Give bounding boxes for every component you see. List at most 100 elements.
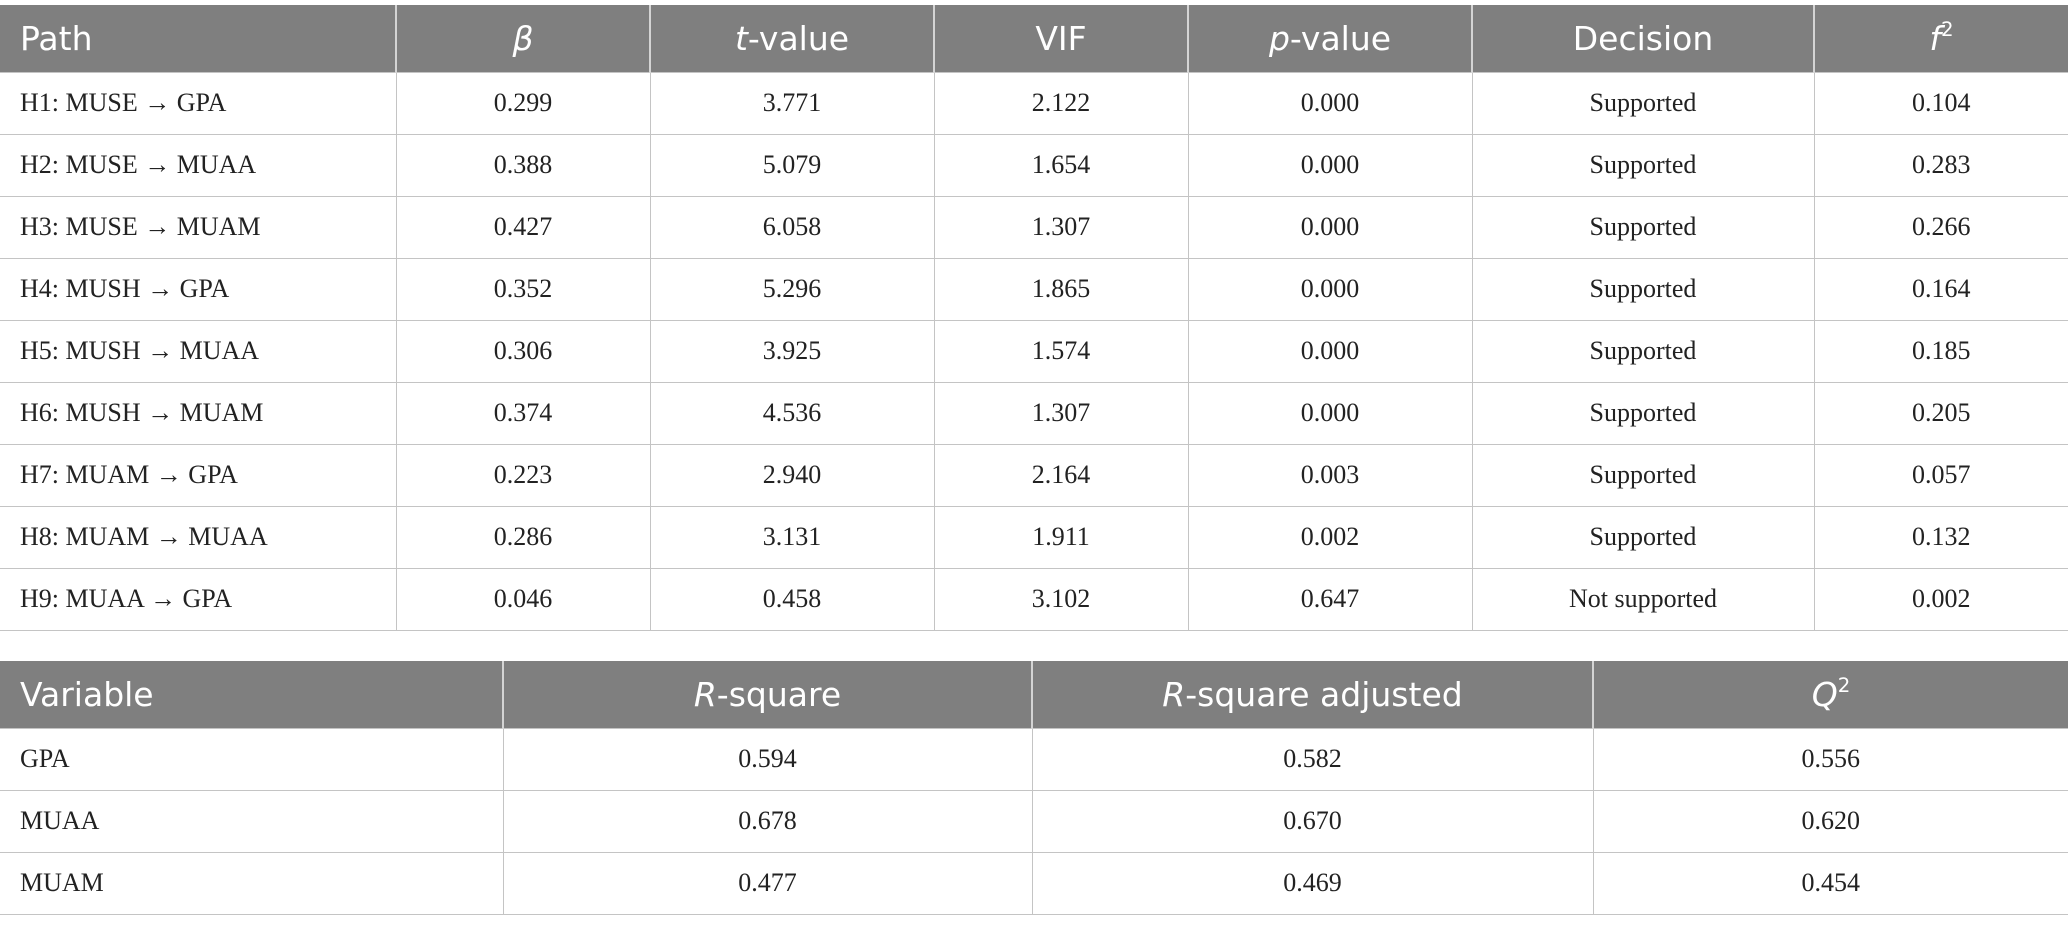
cell-beta: 0.352 bbox=[395, 257, 651, 321]
cell-p-value: 0.647 bbox=[1187, 567, 1473, 631]
cell-vif: 1.654 bbox=[933, 133, 1189, 197]
cell-q2: 0.556 bbox=[1592, 727, 2068, 791]
cell-t-value: 5.079 bbox=[649, 133, 935, 197]
header-path: Path bbox=[0, 5, 396, 72]
cell-f2: 0.266 bbox=[1813, 195, 2068, 259]
variable-table-header-row: Variable R-square R-square adjusted Q2 bbox=[0, 661, 2068, 728]
table-row: H4: MUSH → GPA 0.352 5.296 1.865 0.000 Suppor… bbox=[0, 257, 2068, 321]
table-row: H2: MUSE → MUAA 0.388 5.079 1.654 0.000 Suppo… bbox=[0, 133, 2068, 197]
table-row: H1: MUSE → GPA 0.299 3.771 2.122 0.000 Suppor… bbox=[0, 71, 2068, 135]
header-variable: Variable bbox=[0, 661, 503, 728]
header-r2adj-var: R bbox=[1162, 674, 1186, 714]
cell-r-square-adjusted: 0.582 bbox=[1031, 727, 1594, 791]
cell-decision: Supported bbox=[1471, 319, 1815, 383]
cell-p-value: 0.000 bbox=[1187, 195, 1473, 259]
table-row: H9: MUAA → GPA 0.046 0.458 3.102 0.647 Not su… bbox=[0, 567, 2068, 631]
cell-decision: Supported bbox=[1471, 443, 1815, 507]
cell-f2: 0.205 bbox=[1813, 381, 2068, 445]
cell-vif: 1.307 bbox=[933, 195, 1189, 259]
cell-beta: 0.374 bbox=[395, 381, 651, 445]
table-row: MUAM 0.477 0.469 0.454 bbox=[0, 851, 2068, 915]
header-decision: Decision bbox=[1471, 5, 1814, 72]
cell-beta: 0.299 bbox=[395, 71, 651, 135]
header-p-value: p-value bbox=[1187, 5, 1472, 72]
cell-t-value: 4.536 bbox=[649, 381, 935, 445]
cell-decision: Not supported bbox=[1471, 567, 1815, 631]
cell-p-value: 0.002 bbox=[1187, 505, 1473, 569]
r-square-table: Variable R-square R-square adjusted Q2 G… bbox=[0, 661, 2068, 915]
cell-p-value: 0.000 bbox=[1187, 71, 1473, 135]
table-row: GPA 0.594 0.582 0.556 bbox=[0, 727, 2068, 791]
cell-r-square: 0.477 bbox=[502, 851, 1033, 915]
cell-decision: Supported bbox=[1471, 505, 1815, 569]
header-q-sup: 2 bbox=[1837, 673, 1851, 697]
header-p-var: p bbox=[1268, 18, 1290, 58]
cell-variable: MUAM bbox=[0, 851, 504, 915]
header-f-var: f bbox=[1929, 18, 1942, 58]
cell-path: H4: MUSH → GPA bbox=[0, 257, 397, 321]
header-q2: Q2 bbox=[1592, 661, 2068, 728]
header-beta-symbol: β bbox=[512, 18, 534, 58]
table-row: H8: MUAM → MUAA 0.286 3.131 1.911 0.002 Suppo… bbox=[0, 505, 2068, 569]
cell-decision: Supported bbox=[1471, 257, 1815, 321]
cell-p-value: 0.000 bbox=[1187, 319, 1473, 383]
cell-path: H1: MUSE → GPA bbox=[0, 71, 397, 135]
cell-beta: 0.223 bbox=[395, 443, 651, 507]
cell-f2: 0.185 bbox=[1813, 319, 2068, 383]
header-f-sup: 2 bbox=[1941, 17, 1954, 41]
header-beta: β bbox=[395, 5, 650, 72]
table-row: H6: MUSH → MUAM 0.374 4.536 1.307 0.000 Suppo… bbox=[0, 381, 2068, 445]
cell-vif: 1.574 bbox=[933, 319, 1189, 383]
cell-t-value: 6.058 bbox=[649, 195, 935, 259]
cell-vif: 2.164 bbox=[933, 443, 1189, 507]
cell-f2: 0.104 bbox=[1813, 71, 2068, 135]
cell-decision: Supported bbox=[1471, 133, 1815, 197]
cell-decision: Supported bbox=[1471, 381, 1815, 445]
header-t-var: t bbox=[734, 18, 748, 58]
table-row: H3: MUSE → MUAM 0.427 6.058 1.307 0.000 Suppo… bbox=[0, 195, 2068, 259]
cell-beta: 0.306 bbox=[395, 319, 651, 383]
path-table-header-row: Path β t-value VIF p-value Decision f2 bbox=[0, 5, 2068, 72]
cell-t-value: 3.771 bbox=[649, 71, 935, 135]
cell-p-value: 0.000 bbox=[1187, 381, 1473, 445]
cell-f2: 0.164 bbox=[1813, 257, 2068, 321]
cell-path: H9: MUAA → GPA bbox=[0, 567, 397, 631]
cell-p-value: 0.000 bbox=[1187, 257, 1473, 321]
cell-path: H7: MUAM → GPA bbox=[0, 443, 397, 507]
cell-beta: 0.388 bbox=[395, 133, 651, 197]
table-row: MUAA 0.678 0.670 0.620 bbox=[0, 789, 2068, 853]
header-q-var: Q bbox=[1811, 674, 1838, 714]
header-vif: VIF bbox=[933, 5, 1188, 72]
cell-vif: 1.307 bbox=[933, 381, 1189, 445]
header-r2-suffix: -square bbox=[716, 674, 842, 714]
cell-vif: 3.102 bbox=[933, 567, 1189, 631]
cell-f2: 0.002 bbox=[1813, 567, 2068, 631]
table-row: H5: MUSH → MUAA 0.306 3.925 1.574 0.000 Suppo… bbox=[0, 319, 2068, 383]
cell-t-value: 3.131 bbox=[649, 505, 935, 569]
header-r2-var: R bbox=[693, 674, 717, 714]
cell-r-square-adjusted: 0.670 bbox=[1031, 789, 1594, 853]
cell-beta: 0.427 bbox=[395, 195, 651, 259]
cell-decision: Supported bbox=[1471, 71, 1815, 135]
header-r-square-adjusted: R-square adjusted bbox=[1031, 661, 1593, 728]
table-row: H7: MUAM → GPA 0.223 2.940 2.164 0.003 Suppor… bbox=[0, 443, 2068, 507]
cell-r-square: 0.678 bbox=[502, 789, 1033, 853]
cell-t-value: 5.296 bbox=[649, 257, 935, 321]
cell-path: H2: MUSE → MUAA bbox=[0, 133, 397, 197]
cell-q2: 0.454 bbox=[1592, 851, 2068, 915]
header-r2adj-suffix: -square adjusted bbox=[1185, 674, 1463, 714]
cell-f2: 0.132 bbox=[1813, 505, 2068, 569]
header-f2: f2 bbox=[1813, 5, 2068, 72]
cell-path: H8: MUAM → MUAA bbox=[0, 505, 397, 569]
cell-t-value: 2.940 bbox=[649, 443, 935, 507]
cell-vif: 1.911 bbox=[933, 505, 1189, 569]
cell-r-square: 0.594 bbox=[502, 727, 1033, 791]
header-t-value: t-value bbox=[649, 5, 934, 72]
cell-beta: 0.286 bbox=[395, 505, 651, 569]
cell-path: H3: MUSE → MUAM bbox=[0, 195, 397, 259]
cell-variable: GPA bbox=[0, 727, 504, 791]
cell-f2: 0.057 bbox=[1813, 443, 2068, 507]
cell-f2: 0.283 bbox=[1813, 133, 2068, 197]
cell-variable: MUAA bbox=[0, 789, 504, 853]
cell-r-square-adjusted: 0.469 bbox=[1031, 851, 1594, 915]
